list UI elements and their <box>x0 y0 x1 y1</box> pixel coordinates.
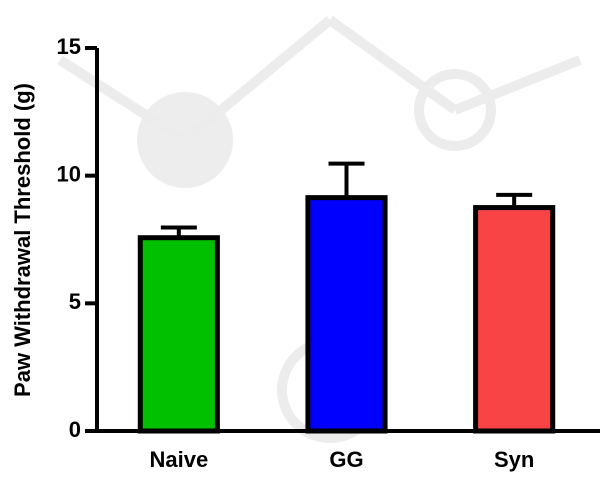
page: {"chart_data": {"type": "bar", "y_label"… <box>0 0 602 473</box>
bar <box>140 238 217 431</box>
x-tick-label: Syn <box>494 447 534 472</box>
y-axis-title: Paw Withdrawal Threshold (g) <box>10 83 35 397</box>
y-tick-label: 0 <box>69 417 81 442</box>
y-tick-label: 10 <box>57 161 81 186</box>
x-tick-label: GG <box>329 447 363 472</box>
chart: Paw Withdrawal Threshold (g) 0 5 10 15 Naive… <box>0 0 602 473</box>
bar <box>476 208 553 431</box>
bar <box>308 198 385 431</box>
x-tick-label: Naive <box>149 447 208 472</box>
y-tick-label: 15 <box>57 34 81 59</box>
y-tick-label: 5 <box>69 289 81 314</box>
